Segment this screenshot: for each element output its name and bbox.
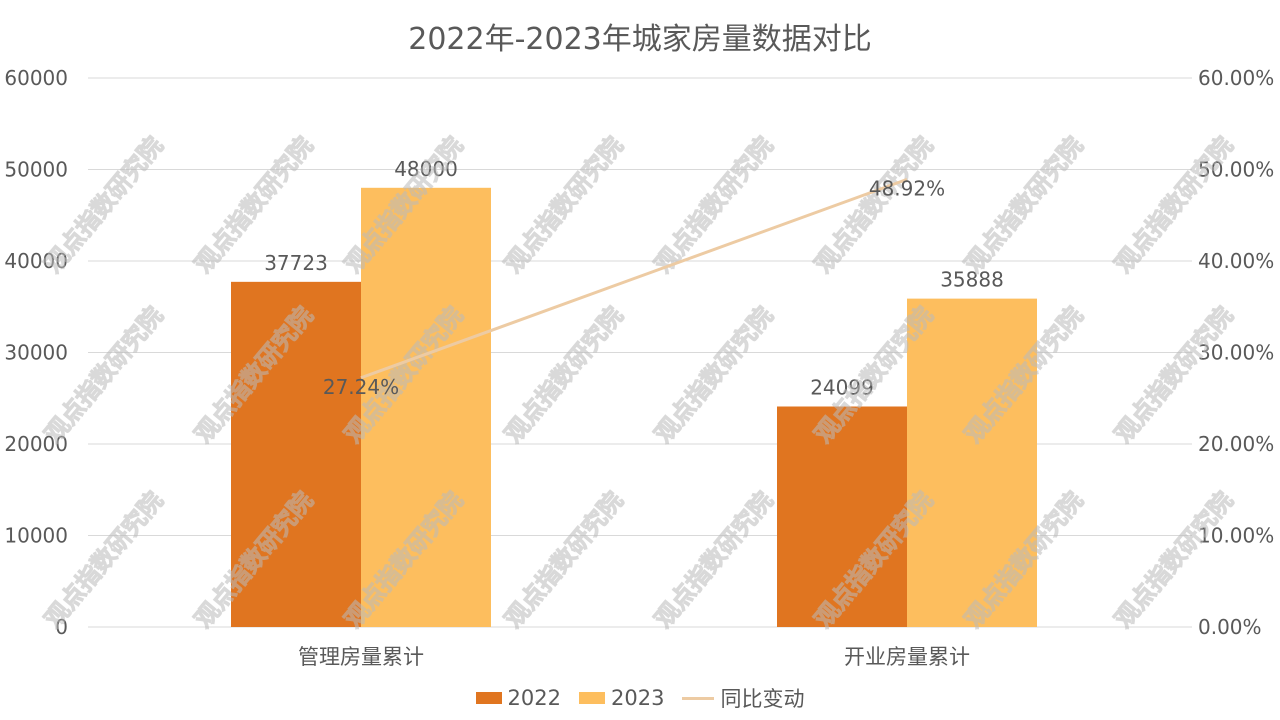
legend-swatch-2022 <box>475 692 502 704</box>
bar-data-label: 48000 <box>394 157 458 181</box>
watermark: 观点指数研究院 <box>809 132 938 279</box>
legend-item-2023: 2023 <box>579 686 664 710</box>
y-left-tick-label: 20000 <box>4 432 68 456</box>
watermark: 观点指数研究院 <box>499 487 628 634</box>
y-right-tick-label: 50.00% <box>1198 158 1274 182</box>
bar-2022 <box>231 281 361 627</box>
bar-data-label: 24099 <box>810 375 874 399</box>
y-left-tick-label: 60000 <box>4 66 68 90</box>
watermark: 观点指数研究院 <box>1109 302 1238 449</box>
watermark: 观点指数研究院 <box>499 132 628 279</box>
legend-label-2023: 2023 <box>611 686 665 710</box>
legend-item-change: 同比变动 <box>682 683 804 713</box>
legend-label-2022: 2022 <box>507 686 561 710</box>
legend-item-2022: 2022 <box>475 686 561 710</box>
y-right-tick-label: 0.00% <box>1198 615 1262 639</box>
line-data-label: 27.24% <box>323 375 399 399</box>
x-category-label: 开业房量累计 <box>844 645 970 669</box>
x-category-label: 管理房量累计 <box>298 645 424 669</box>
bar-2022 <box>777 406 907 627</box>
watermark: 观点指数研究院 <box>1109 487 1238 634</box>
bar-data-label: 37723 <box>264 251 328 275</box>
y-right-tick-label: 20.00% <box>1198 432 1274 456</box>
watermark: 观点指数研究院 <box>649 487 778 634</box>
bar-data-label: 35888 <box>940 268 1004 292</box>
watermark: 观点指数研究院 <box>959 132 1088 279</box>
y-right-tick-label: 30.00% <box>1198 341 1274 365</box>
watermark: 观点指数研究院 <box>649 302 778 449</box>
legend-label-change: 同比变动 <box>720 687 805 711</box>
y-right-tick-label: 10.00% <box>1198 524 1274 548</box>
legend-swatch-2023 <box>579 692 605 704</box>
watermark: 观点指数研究院 <box>39 132 168 279</box>
chart-title: 2022年-2023年城家房量数据对比 <box>408 22 872 57</box>
legend: 2022 2023 同比变动 <box>0 683 1280 713</box>
watermark: 观点指数研究院 <box>39 302 168 449</box>
legend-swatch-change <box>682 696 715 700</box>
y-left-tick-label: 10000 <box>4 524 68 548</box>
bar-2023 <box>361 187 491 628</box>
line-change <box>360 177 908 380</box>
y-left-tick-label: 50000 <box>4 158 68 182</box>
y-left-tick-label: 40000 <box>4 249 68 273</box>
y-right-tick-label: 40.00% <box>1198 249 1274 273</box>
y-left-tick-label: 0 <box>55 615 68 639</box>
watermark: 观点指数研究院 <box>39 487 168 634</box>
y-left-tick-label: 30000 <box>4 341 68 365</box>
line-data-label: 48.92% <box>869 176 945 200</box>
bar-2023 <box>907 298 1037 627</box>
watermark: 观点指数研究院 <box>649 132 778 279</box>
watermark: 观点指数研究院 <box>499 302 628 449</box>
y-right-tick-label: 60.00% <box>1198 66 1274 90</box>
